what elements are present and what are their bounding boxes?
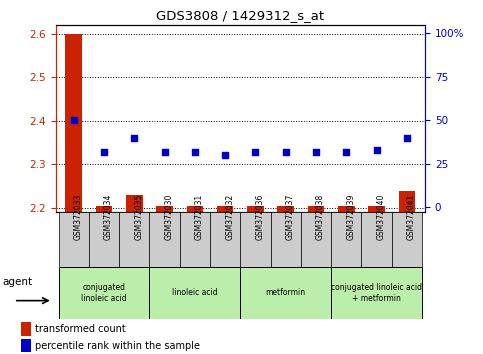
- Bar: [338, 206, 355, 354]
- Bar: [398, 190, 415, 354]
- Text: GSM372031: GSM372031: [195, 194, 204, 240]
- Text: GSM372035: GSM372035: [134, 194, 143, 240]
- Point: [312, 149, 320, 154]
- Text: transformed count: transformed count: [35, 324, 126, 333]
- Bar: [308, 206, 325, 354]
- Bar: [156, 206, 173, 354]
- Text: linoleic acid: linoleic acid: [172, 289, 218, 297]
- Point: [130, 135, 138, 141]
- Text: GSM372034: GSM372034: [104, 194, 113, 240]
- Bar: [119, 212, 149, 267]
- Title: GDS3808 / 1429312_s_at: GDS3808 / 1429312_s_at: [156, 9, 325, 22]
- Text: agent: agent: [3, 276, 33, 287]
- Bar: [210, 212, 241, 267]
- Bar: [368, 206, 385, 354]
- Bar: [301, 212, 331, 267]
- Text: GSM372037: GSM372037: [286, 194, 295, 240]
- Bar: [186, 206, 203, 354]
- Text: GSM372030: GSM372030: [165, 194, 173, 240]
- Bar: [247, 206, 264, 354]
- Point: [342, 149, 350, 154]
- Bar: [149, 267, 241, 319]
- Point: [403, 135, 411, 141]
- Text: conjugated linoleic acid
+ metformin: conjugated linoleic acid + metformin: [331, 283, 422, 303]
- Point: [252, 149, 259, 154]
- Bar: [331, 267, 422, 319]
- Bar: [96, 206, 113, 354]
- Bar: [126, 195, 142, 354]
- Text: GSM372041: GSM372041: [407, 194, 416, 240]
- Bar: [180, 212, 210, 267]
- Point: [221, 152, 229, 158]
- Bar: [361, 212, 392, 267]
- Text: percentile rank within the sample: percentile rank within the sample: [35, 341, 200, 351]
- Point: [100, 149, 108, 154]
- Point: [373, 147, 381, 153]
- Bar: [241, 212, 270, 267]
- Text: GSM372036: GSM372036: [256, 194, 264, 240]
- Bar: [270, 212, 301, 267]
- Text: GSM372032: GSM372032: [225, 194, 234, 240]
- Bar: [277, 206, 294, 354]
- Bar: [58, 267, 149, 319]
- Text: metformin: metformin: [266, 289, 306, 297]
- Text: GSM372039: GSM372039: [346, 194, 355, 240]
- Bar: [21, 339, 30, 352]
- Bar: [392, 212, 422, 267]
- Point: [161, 149, 169, 154]
- Point: [282, 149, 290, 154]
- Bar: [89, 212, 119, 267]
- Bar: [217, 206, 233, 354]
- Bar: [65, 34, 82, 354]
- Text: GSM372038: GSM372038: [316, 194, 325, 240]
- Bar: [21, 322, 30, 336]
- Text: conjugated
linoleic acid: conjugated linoleic acid: [81, 283, 127, 303]
- Bar: [331, 212, 361, 267]
- Bar: [241, 267, 331, 319]
- Point: [70, 118, 78, 123]
- Text: GSM372040: GSM372040: [377, 194, 385, 240]
- Text: GSM372033: GSM372033: [74, 194, 83, 240]
- Bar: [149, 212, 180, 267]
- Point: [191, 149, 199, 154]
- Bar: [58, 212, 89, 267]
